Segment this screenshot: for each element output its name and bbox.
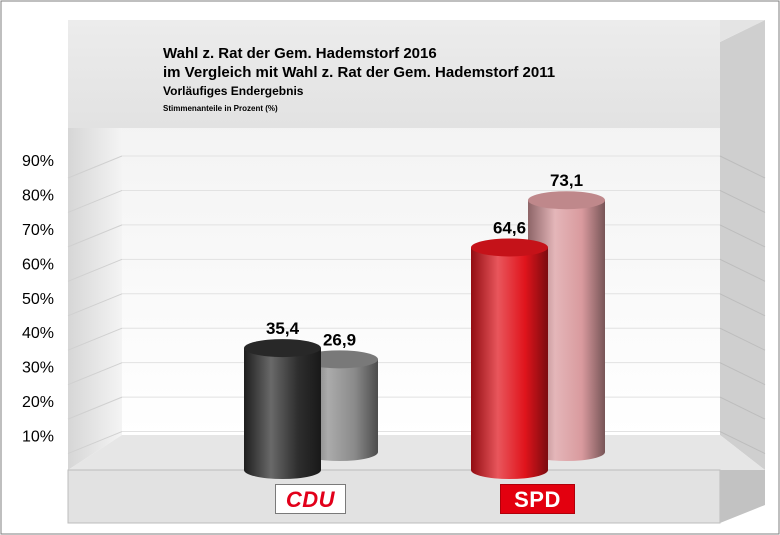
bar-body (244, 348, 321, 479)
gridline-right (719, 431, 766, 455)
bar-body (471, 247, 548, 479)
y-axis-ticks: 10% 20% 30% 40% 50% 60% 70% 80% 90% (22, 153, 54, 446)
bar-cdu-series-1 (244, 339, 321, 479)
data-label-spd-series-1: 64,6 (493, 218, 526, 237)
gridline-side (67, 189, 123, 213)
data-labels: 26,9 35,4 73,1 64,6 (266, 171, 583, 349)
gridline-side (67, 224, 123, 248)
y-tick-label: 90% (22, 153, 54, 170)
gridline-right (719, 362, 766, 386)
right-wall (720, 20, 765, 470)
gridline-side (67, 258, 123, 282)
data-label-cdu-series-2: 26,9 (323, 330, 356, 349)
y-tick-label: 60% (22, 256, 54, 273)
gridline-right (719, 155, 766, 179)
category-label-spd: SPD (500, 484, 575, 514)
y-tick-label: 10% (22, 429, 54, 446)
y-tick-label: 80% (22, 187, 54, 204)
floor (68, 435, 765, 470)
data-label-cdu-series-1: 35,4 (266, 319, 300, 338)
y-tick-label: 70% (22, 222, 54, 239)
chart-title: Wahl z. Rat der Gem. Hademstorf 2016 im … (163, 44, 555, 115)
gridline-right (719, 293, 766, 317)
gridline-right (719, 396, 766, 420)
chart-subtitle: Vorläufiges Endergebnis (163, 84, 304, 98)
base-panel (67, 469, 721, 524)
base-side (720, 470, 765, 523)
gridline-side (67, 362, 123, 386)
y-tick-label: 50% (22, 291, 54, 308)
bar-top (244, 339, 321, 358)
y-tick-label: 40% (22, 325, 54, 342)
title-panel (68, 20, 720, 128)
gridline-right (719, 189, 766, 213)
gridline-side (67, 155, 123, 179)
bar-top (528, 191, 605, 210)
bar-spd-series-1 (471, 238, 548, 479)
gridline-side (67, 293, 123, 317)
gridline-side (67, 396, 123, 420)
bars (244, 191, 605, 479)
gridline-side (67, 327, 123, 351)
y-tick-label: 30% (22, 360, 54, 377)
data-label-spd-series-2: 73,1 (550, 171, 583, 190)
title-line-2: im Vergleich mit Wahl z. Rat der Gem. Ha… (163, 64, 556, 81)
gridlines (67, 155, 766, 455)
gridline-right (719, 224, 766, 248)
bar-top (471, 238, 548, 257)
y-tick-label: 20% (22, 394, 54, 411)
gridline-side (67, 431, 123, 455)
unit-note: Stimmenanteile in Prozent (%) (163, 104, 278, 113)
gridline-right (719, 327, 766, 351)
gridline-right (719, 258, 766, 282)
left-wall (68, 42, 122, 470)
title-line-1: Wahl z. Rat der Gem. Hademstorf 2016 (163, 45, 437, 62)
category-label-cdu: CDU (275, 484, 346, 514)
